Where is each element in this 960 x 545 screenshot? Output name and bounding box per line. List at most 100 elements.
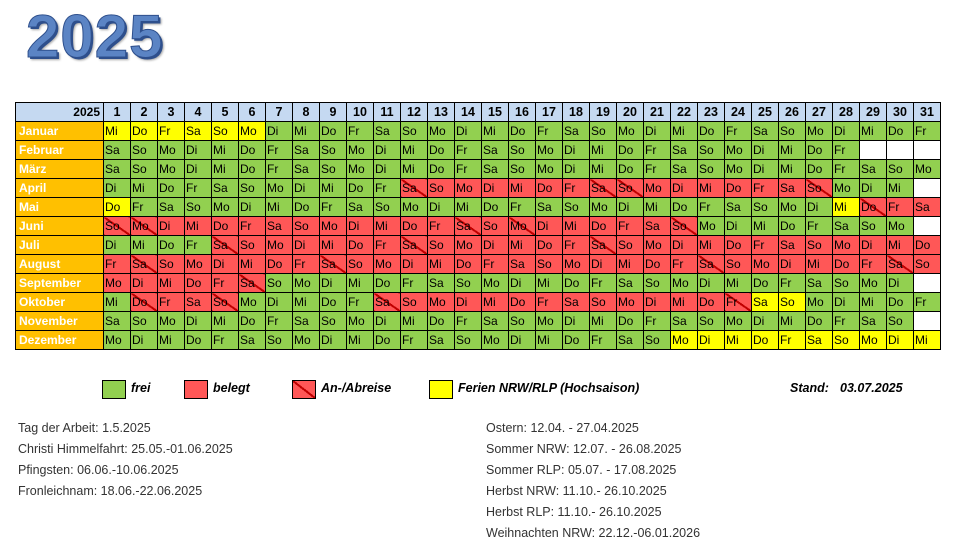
day-cell-belegt: Do xyxy=(346,235,374,255)
day-cell-belegt: Sa xyxy=(913,197,941,217)
day-cell-belegt: Do xyxy=(589,216,617,236)
day-cell-frei: Di xyxy=(319,330,347,350)
day-cell-frei: Do xyxy=(616,140,644,160)
day-cell-frei: Fr xyxy=(643,140,671,160)
day-cell-frei: Mo xyxy=(535,140,563,160)
day-cell-frei: Mi xyxy=(454,197,482,217)
day-cell-belegt: Fr xyxy=(211,273,239,293)
day-cell-anab: Sa xyxy=(589,178,617,198)
day-cell-ferien: Mi xyxy=(913,330,941,350)
day-cell-frei: Mi xyxy=(724,273,752,293)
day-cell-frei: Mi xyxy=(589,159,617,179)
day-cell-belegt: Sa xyxy=(508,254,536,274)
day-cell-empty xyxy=(913,178,941,198)
day-cell-belegt: Sa xyxy=(778,235,806,255)
day-cell-belegt: Di xyxy=(481,178,509,198)
day-number-header: 28 xyxy=(832,102,860,122)
holiday-item: Herbst NRW: 11.10.- 26.10.2025 xyxy=(486,484,667,498)
day-cell-belegt: So xyxy=(589,292,617,312)
day-cell-frei: Di xyxy=(832,121,860,141)
day-number-header: 15 xyxy=(481,102,509,122)
day-cell-frei: Do xyxy=(319,292,347,312)
day-cell-frei: Do xyxy=(427,311,455,331)
day-cell-frei: Fr xyxy=(454,311,482,331)
day-number-header: 31 xyxy=(913,102,941,122)
day-cell-frei: Do xyxy=(373,330,401,350)
month-label: Mai xyxy=(15,197,104,217)
day-cell-frei: Do xyxy=(292,197,320,217)
day-cell-frei: Mi xyxy=(319,178,347,198)
day-cell-belegt: Fr xyxy=(751,235,779,255)
day-cell-frei: Do xyxy=(427,159,455,179)
day-cell-belegt: Di xyxy=(778,254,806,274)
day-cell-belegt: Di xyxy=(589,254,617,274)
day-cell-frei: Mo xyxy=(238,292,266,312)
month-label: Juni xyxy=(15,216,104,236)
day-cell-frei: Do xyxy=(508,121,536,141)
legend-belegt-label: belegt xyxy=(213,381,250,395)
day-number-header: 9 xyxy=(319,102,347,122)
day-cell-frei: Sa xyxy=(670,311,698,331)
day-cell-frei: Mi xyxy=(886,178,914,198)
day-number-header: 6 xyxy=(238,102,266,122)
day-cell-belegt: Fr xyxy=(157,292,185,312)
day-cell-frei: So xyxy=(778,121,806,141)
day-cell-belegt: Fr xyxy=(562,178,590,198)
day-cell-frei: Do xyxy=(157,178,185,198)
day-cell-frei: Mi xyxy=(400,159,428,179)
day-cell-frei: Sa xyxy=(346,197,374,217)
day-cell-belegt: Fr xyxy=(292,254,320,274)
day-cell-belegt: Fr xyxy=(562,235,590,255)
day-cell-frei: Mi xyxy=(292,121,320,141)
day-cell-belegt: Mi xyxy=(238,254,266,274)
day-cell-frei: Sa xyxy=(481,311,509,331)
day-cell-anab: Sa xyxy=(589,235,617,255)
day-cell-frei: Mo xyxy=(670,273,698,293)
day-cell-ferien: Do xyxy=(103,197,131,217)
month-label: Dezember xyxy=(15,330,104,350)
day-cell-frei: Mo xyxy=(886,216,914,236)
month-label: Oktober xyxy=(15,292,104,312)
day-number-header: 30 xyxy=(886,102,914,122)
day-cell-belegt: Do xyxy=(832,254,860,274)
day-cell-frei: So xyxy=(562,197,590,217)
day-cell-frei: Fr xyxy=(346,292,374,312)
day-cell-ferien: So xyxy=(211,121,239,141)
day-cell-frei: Mo xyxy=(832,178,860,198)
day-number-header: 24 xyxy=(724,102,752,122)
day-cell-frei: Do xyxy=(778,216,806,236)
day-cell-belegt: Mi xyxy=(616,254,644,274)
day-cell-belegt: Mo xyxy=(184,254,212,274)
day-cell-belegt: Mo xyxy=(454,235,482,255)
day-cell-frei: Fr xyxy=(400,330,428,350)
day-cell-frei: So xyxy=(265,330,293,350)
day-cell-frei: Di xyxy=(373,140,401,160)
day-cell-frei: Mi xyxy=(292,292,320,312)
day-cell-anab: So xyxy=(670,216,698,236)
day-cell-belegt: So xyxy=(535,254,563,274)
day-cell-belegt: Mo xyxy=(319,216,347,236)
day-cell-frei: Mo xyxy=(157,311,185,331)
day-cell-frei: Sa xyxy=(481,140,509,160)
holiday-item: Sommer NRW: 12.07. - 26.08.2025 xyxy=(486,442,682,456)
day-cell-frei: So xyxy=(373,197,401,217)
day-cell-frei: Di xyxy=(697,273,725,293)
day-cell-frei: Do xyxy=(562,330,590,350)
day-cell-ferien: So xyxy=(778,292,806,312)
day-cell-frei: Do xyxy=(238,140,266,160)
day-cell-frei: Mo xyxy=(535,311,563,331)
day-cell-frei: Di xyxy=(265,121,293,141)
day-cell-frei: Fr xyxy=(589,273,617,293)
day-number-header: 27 xyxy=(805,102,833,122)
day-cell-ferien: Mo xyxy=(670,330,698,350)
day-cell-ferien: Fr xyxy=(157,121,185,141)
day-cell-frei: Mo xyxy=(481,273,509,293)
day-cell-frei: Do xyxy=(346,178,374,198)
day-cell-frei: Mo xyxy=(616,121,644,141)
day-cell-ferien: Do xyxy=(751,330,779,350)
day-cell-frei: Sa xyxy=(373,121,401,141)
day-cell-frei: So xyxy=(751,197,779,217)
day-cell-frei: Fr xyxy=(454,140,482,160)
day-cell-frei: Do xyxy=(805,140,833,160)
day-cell-belegt: Mo xyxy=(832,235,860,255)
